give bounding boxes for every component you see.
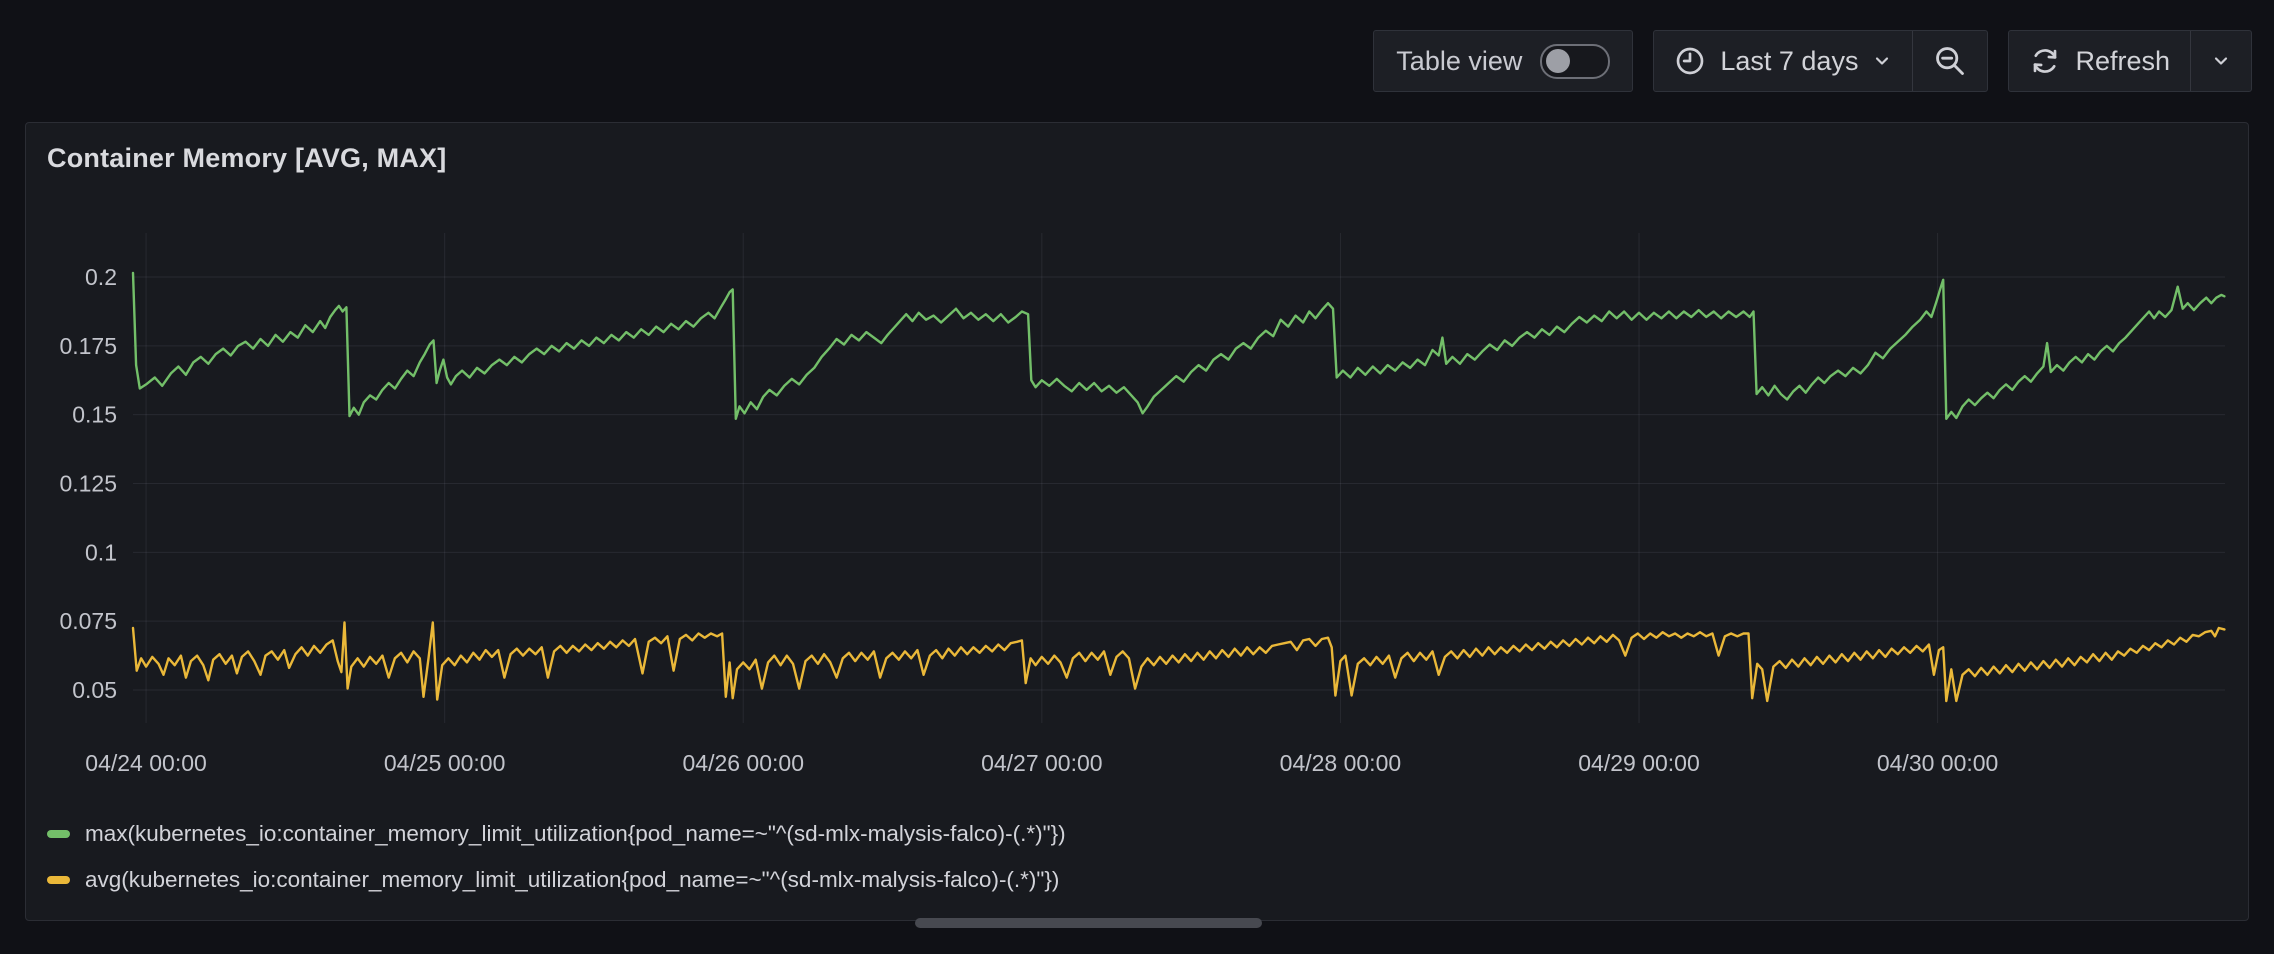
- legend-label-avg[interactable]: avg(kubernetes_io:container_memory_limit…: [85, 867, 1060, 892]
- svg-text:0.125: 0.125: [59, 471, 117, 497]
- legend-label-max[interactable]: max(kubernetes_io:container_memory_limit…: [85, 821, 1066, 846]
- chart-legend: max(kubernetes_io:container_memory_limit…: [47, 811, 1066, 903]
- chevron-down-icon: [2214, 57, 2228, 65]
- zoom-out-button[interactable]: [1912, 31, 1987, 91]
- refresh-label: Refresh: [2075, 45, 2170, 76]
- legend-swatch-avg: [47, 876, 70, 884]
- table-view-toggle[interactable]: [1540, 43, 1611, 79]
- clock-icon: [1677, 47, 1704, 75]
- svg-text:04/24 00:00: 04/24 00:00: [85, 750, 207, 776]
- time-range-picker-button[interactable]: Last 7 days: [1654, 31, 1912, 91]
- legend-item-avg[interactable]: avg(kubernetes_io:container_memory_limit…: [47, 857, 1066, 903]
- chevron-down-icon: [1876, 57, 1889, 65]
- svg-text:0.05: 0.05: [72, 677, 117, 703]
- svg-text:04/25 00:00: 04/25 00:00: [384, 750, 506, 776]
- magnifier-minus-icon: [1936, 47, 1965, 75]
- table-view-group: Table view: [1373, 30, 1634, 92]
- refresh-interval-dropdown[interactable]: [2190, 31, 2251, 91]
- svg-text:04/28 00:00: 04/28 00:00: [1280, 750, 1402, 776]
- legend-item-max[interactable]: max(kubernetes_io:container_memory_limit…: [47, 811, 1066, 857]
- time-controls-group: Last 7 days: [1653, 30, 1989, 92]
- svg-text:0.1: 0.1: [85, 539, 117, 565]
- svg-text:04/26 00:00: 04/26 00:00: [682, 750, 804, 776]
- refresh-button[interactable]: Refresh: [2009, 31, 2190, 91]
- svg-text:04/29 00:00: 04/29 00:00: [1578, 750, 1700, 776]
- legend-swatch-max: [47, 830, 70, 838]
- svg-text:0.075: 0.075: [59, 608, 117, 634]
- svg-text:0.175: 0.175: [59, 333, 117, 359]
- refresh-group: Refresh: [2008, 30, 2252, 92]
- svg-text:0.15: 0.15: [72, 402, 117, 428]
- svg-text:04/27 00:00: 04/27 00:00: [981, 750, 1103, 776]
- toggle-knob: [1546, 49, 1571, 73]
- dashboard-toolbar: Table view Last 7 days: [1373, 30, 2252, 92]
- timeseries-chart[interactable]: 0.05 0.075 0.1 0.125 0.15 0.175 0.2 04/24 00:00…: [26, 123, 2248, 920]
- svg-text:0.2: 0.2: [85, 264, 117, 290]
- panel-container-memory: Container Memory [AVG, MAX] 0.05 0.075 0.1…: [25, 122, 2249, 921]
- panel-title[interactable]: Container Memory [AVG, MAX]: [47, 143, 447, 173]
- svg-text:04/30 00:00: 04/30 00:00: [1877, 750, 1999, 776]
- table-view-label: Table view: [1396, 45, 1523, 76]
- sync-icon: [2034, 49, 2057, 73]
- time-range-label: Last 7 days: [1720, 45, 1859, 76]
- horizontal-scrollbar-thumb[interactable]: [915, 918, 1262, 928]
